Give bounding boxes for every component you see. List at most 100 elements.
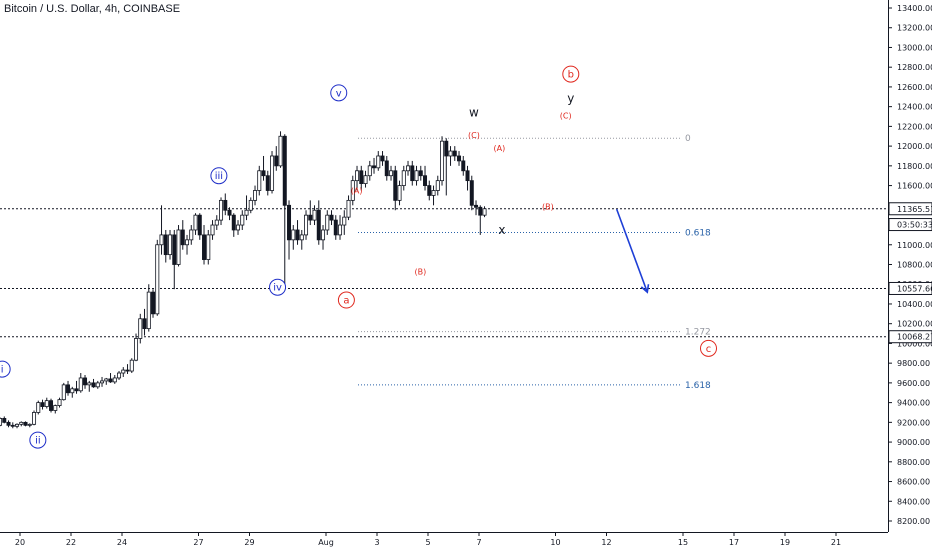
candle[interactable]	[121, 367, 126, 377]
candle[interactable]	[338, 215, 343, 240]
candle[interactable]	[236, 220, 241, 235]
candle[interactable]	[185, 234, 190, 255]
candle[interactable]	[108, 373, 113, 383]
candle[interactable]	[66, 380, 71, 396]
candle[interactable]	[397, 180, 402, 206]
candle[interactable]	[219, 197, 224, 226]
candle[interactable]	[363, 170, 368, 188]
candle[interactable]	[100, 376, 105, 387]
candle[interactable]	[189, 225, 194, 245]
candle[interactable]	[367, 160, 372, 181]
candle[interactable]	[19, 421, 24, 427]
candle[interactable]	[227, 207, 232, 221]
candle[interactable]	[372, 157, 377, 174]
candle[interactable]	[142, 308, 147, 336]
candle[interactable]	[457, 151, 462, 166]
candle[interactable]	[384, 155, 389, 181]
candle[interactable]	[312, 205, 317, 226]
candle[interactable]	[36, 400, 41, 415]
candle[interactable]	[278, 131, 283, 168]
candle[interactable]	[180, 220, 185, 250]
candle[interactable]	[461, 155, 466, 176]
candle[interactable]	[448, 146, 453, 166]
candle[interactable]	[214, 215, 219, 230]
candle[interactable]	[329, 210, 334, 226]
candle[interactable]	[270, 151, 275, 194]
candle[interactable]	[15, 423, 20, 429]
candle[interactable]	[206, 229, 211, 265]
candle[interactable]	[478, 205, 483, 235]
candle[interactable]	[389, 165, 394, 181]
candle[interactable]	[138, 313, 143, 344]
candle[interactable]	[435, 175, 440, 196]
candle[interactable]	[6, 420, 11, 428]
candle[interactable]	[346, 195, 351, 221]
candle[interactable]	[210, 220, 215, 240]
candle[interactable]	[469, 175, 474, 211]
candle[interactable]	[418, 165, 423, 181]
candle[interactable]	[117, 371, 122, 380]
candle[interactable]	[83, 374, 88, 389]
candle[interactable]	[401, 165, 406, 191]
candle[interactable]	[95, 380, 100, 389]
candle[interactable]	[202, 225, 207, 265]
candle[interactable]	[74, 380, 79, 394]
candle[interactable]	[44, 397, 49, 409]
candle[interactable]	[410, 160, 415, 186]
candle[interactable]	[151, 289, 156, 318]
candle[interactable]	[27, 423, 32, 428]
candle[interactable]	[197, 213, 202, 240]
candle[interactable]	[274, 146, 279, 171]
candle[interactable]	[125, 364, 130, 375]
candle[interactable]	[91, 378, 96, 388]
candle[interactable]	[240, 210, 245, 230]
candle[interactable]	[70, 386, 75, 398]
candle[interactable]	[163, 229, 168, 263]
candle[interactable]	[176, 225, 181, 267]
candle[interactable]	[359, 165, 364, 191]
candle[interactable]	[427, 180, 432, 201]
candle[interactable]	[304, 210, 309, 240]
candle[interactable]	[316, 200, 321, 245]
candle[interactable]	[350, 175, 355, 206]
candle[interactable]	[406, 160, 411, 176]
candle[interactable]	[40, 399, 45, 410]
candle[interactable]	[253, 185, 258, 206]
candle[interactable]	[2, 416, 7, 424]
candle[interactable]	[49, 398, 54, 413]
time-axis[interactable]: 20 22 24 27 29 Aug 3 5 7 10 12 15 17 19 21	[0, 532, 888, 547]
price-axis[interactable]: 13400.00 13200.00 13000.00 12800.00 12600.00…	[888, 0, 932, 532]
candle[interactable]	[342, 210, 347, 235]
candle[interactable]	[78, 373, 83, 393]
candle[interactable]	[325, 210, 330, 235]
candle[interactable]	[134, 333, 139, 362]
candle[interactable]	[287, 200, 292, 260]
candle[interactable]	[112, 374, 117, 384]
candle[interactable]	[248, 197, 253, 214]
candle[interactable]	[61, 382, 66, 401]
candlestick-series[interactable]	[0, 131, 487, 433]
candle[interactable]	[414, 165, 419, 186]
candle[interactable]	[261, 155, 266, 181]
candle[interactable]	[423, 165, 428, 191]
candle[interactable]	[265, 170, 270, 196]
candle[interactable]	[0, 417, 3, 427]
candle[interactable]	[452, 146, 457, 161]
candle[interactable]	[168, 229, 173, 260]
candle[interactable]	[444, 138, 449, 196]
candle[interactable]	[431, 185, 436, 206]
candle[interactable]	[291, 225, 296, 250]
candle[interactable]	[482, 206, 487, 218]
candle[interactable]	[380, 151, 385, 166]
candle[interactable]	[87, 380, 92, 392]
candle[interactable]	[474, 200, 479, 216]
candle[interactable]	[146, 284, 151, 332]
candle[interactable]	[172, 229, 177, 290]
candle[interactable]	[23, 421, 28, 427]
candle[interactable]	[231, 213, 236, 237]
candle[interactable]	[295, 220, 300, 245]
candle[interactable]	[321, 225, 326, 250]
candle[interactable]	[393, 165, 398, 211]
candle[interactable]	[155, 239, 160, 316]
